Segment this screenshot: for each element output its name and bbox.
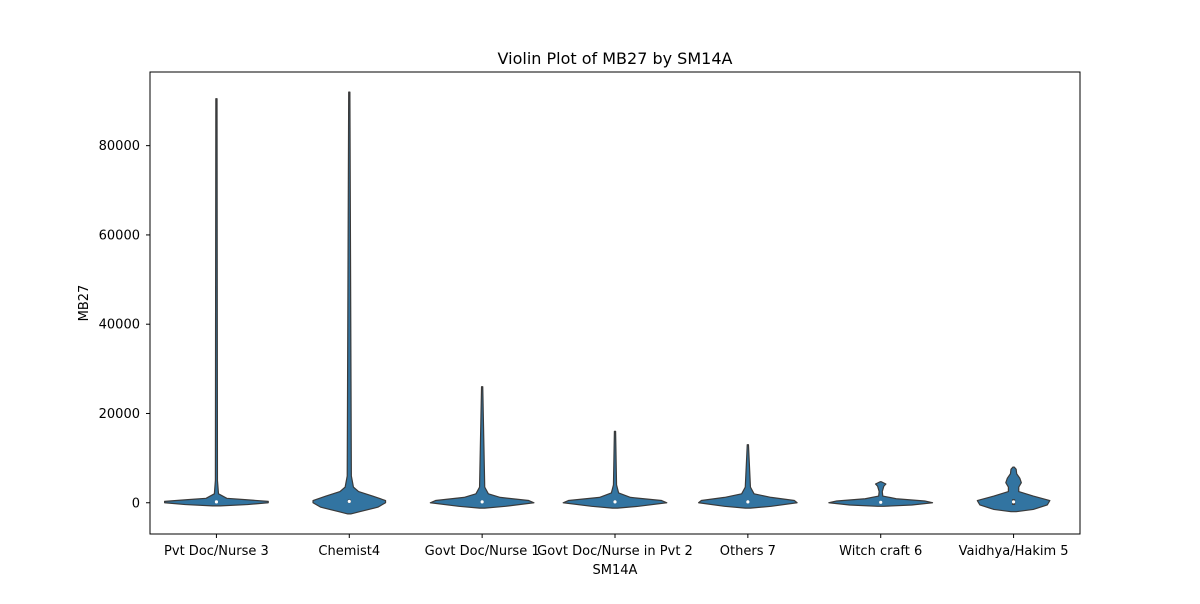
x-tick-label: Witch craft 6 bbox=[839, 544, 922, 559]
violin-median-3 bbox=[613, 500, 617, 504]
violin-4 bbox=[698, 444, 798, 509]
violin-5 bbox=[828, 481, 934, 507]
y-tick-label: 80000 bbox=[99, 139, 140, 154]
x-axis-label: SM14A bbox=[593, 563, 638, 578]
x-tick-label: Govt Doc/Nurse in Pvt 2 bbox=[537, 544, 693, 559]
violin-0 bbox=[164, 98, 269, 507]
y-tick-label: 60000 bbox=[99, 228, 140, 243]
chart-title: Violin Plot of MB27 by SM14A bbox=[498, 49, 733, 68]
x-axis-ticks: Pvt Doc/Nurse 3 Chemist4 Govt Doc/Nurse 1G… bbox=[164, 534, 1069, 559]
x-tick-label: Pvt Doc/Nurse 3 bbox=[164, 544, 269, 559]
y-axis-label: MB27 bbox=[77, 285, 92, 322]
x-tick-label: Vaidhya/Hakim 5 bbox=[959, 544, 1069, 559]
violin-6 bbox=[976, 466, 1051, 513]
violin-median-0 bbox=[214, 500, 219, 504]
violin-group bbox=[164, 91, 1051, 515]
violin-3 bbox=[562, 430, 668, 509]
x-tick-label: Chemist4 bbox=[318, 544, 380, 559]
x-tick-label: Govt Doc/Nurse 1 bbox=[425, 544, 540, 559]
x-tick-label: Others 7 bbox=[720, 544, 776, 559]
violin-median-1 bbox=[347, 499, 351, 504]
y-tick-label: 0 bbox=[132, 496, 140, 511]
y-tick-label: 20000 bbox=[99, 407, 140, 422]
violin-median-6 bbox=[1011, 500, 1016, 504]
violin-median-2 bbox=[480, 500, 484, 504]
violin-1 bbox=[312, 91, 387, 515]
violin-median-5 bbox=[879, 500, 883, 504]
y-tick-label: 40000 bbox=[99, 318, 140, 333]
violin-2 bbox=[429, 386, 535, 509]
y-axis-ticks: 0 20000 40000 60000 80000 bbox=[99, 139, 150, 511]
violin-median-4 bbox=[746, 500, 750, 504]
